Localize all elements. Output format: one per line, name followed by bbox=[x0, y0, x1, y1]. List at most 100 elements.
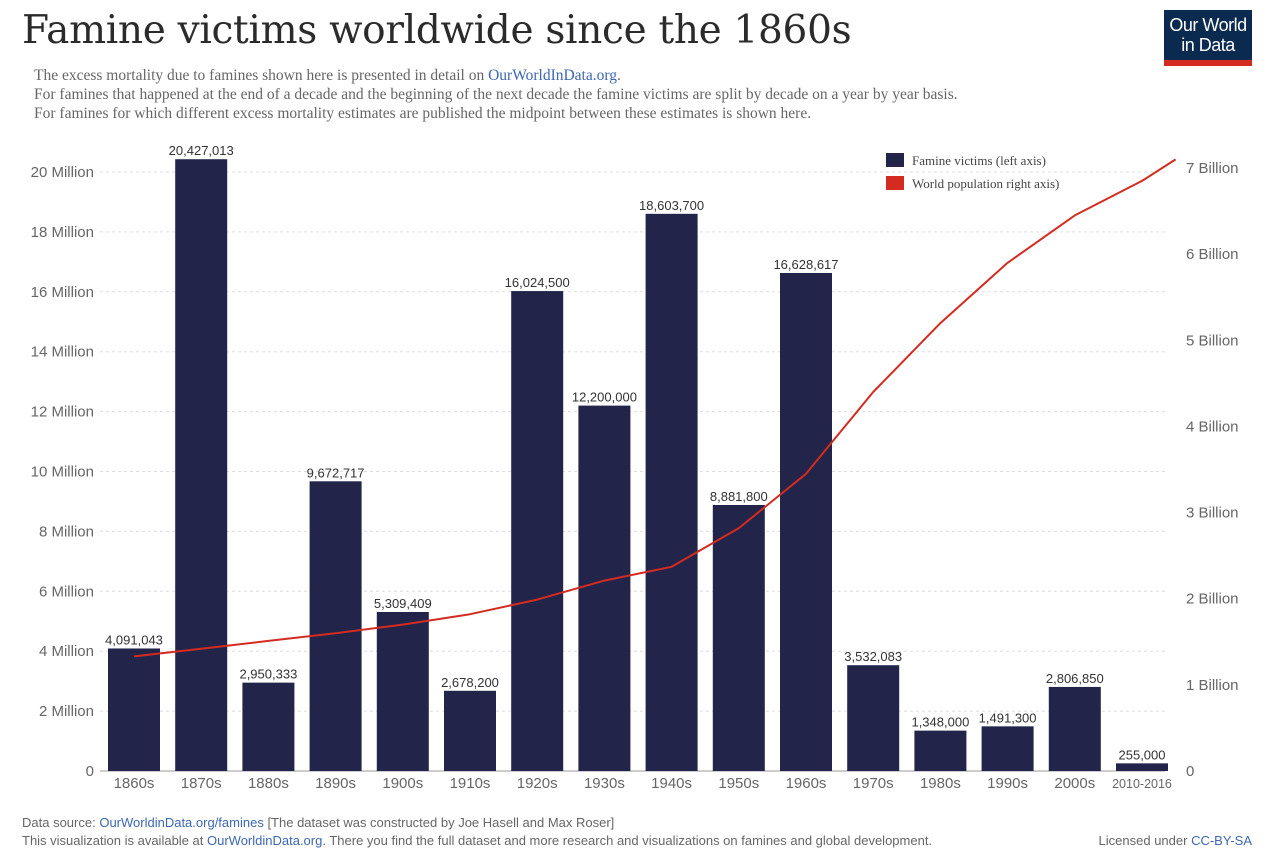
logo-line-2: in Data bbox=[1181, 35, 1235, 55]
bar bbox=[309, 481, 362, 771]
footer-license-link[interactable]: CC-BY-SA bbox=[1191, 833, 1252, 848]
right-axis-tick-label: 0 bbox=[1186, 763, 1194, 780]
x-axis-ticks: 1860s 1870s 1880s 1890s 1900s 1910s 1920s 1930s… bbox=[114, 775, 1172, 792]
legend-label: Famine victims (left axis) bbox=[912, 153, 1046, 168]
right-axis-tick-label: 1 Billion bbox=[1186, 677, 1239, 694]
bar-data-label: 5,309,409 bbox=[374, 596, 432, 611]
left-axis-tick-label: 20 Million bbox=[31, 164, 94, 181]
bar bbox=[847, 665, 900, 771]
left-axis-tick-label: 0 bbox=[86, 763, 94, 780]
x-axis-tick-label: 1990s bbox=[987, 775, 1028, 792]
x-axis-tick-label: 1910s bbox=[450, 775, 491, 792]
footer-license-prefix: Licensed under bbox=[1098, 833, 1192, 848]
legend: Famine victims (left axis) World populati… bbox=[886, 153, 1059, 191]
chart-title: Famine victims worldwide since the 1860s bbox=[22, 8, 852, 53]
bar-data-label: 16,024,500 bbox=[505, 275, 570, 290]
footer-available-link[interactable]: OurWorldinData.org bbox=[206, 833, 323, 848]
bar-data-label: 8,881,800 bbox=[710, 489, 768, 504]
bar bbox=[578, 405, 631, 771]
legend-label: World population right axis) bbox=[912, 176, 1059, 191]
bar bbox=[511, 291, 564, 771]
x-axis-tick-label: 1900s bbox=[382, 775, 423, 792]
x-axis-tick-label: 1890s bbox=[315, 775, 356, 792]
legend-swatch bbox=[886, 176, 904, 190]
footer-available-line: This visualization is available at OurWo… bbox=[22, 832, 932, 850]
left-axis-tick-label: 8 Million bbox=[39, 523, 94, 540]
right-axis-tick-label: 2 Billion bbox=[1186, 591, 1239, 608]
bar bbox=[242, 682, 295, 771]
bar bbox=[1116, 763, 1168, 771]
bar-data-label: 2,806,850 bbox=[1046, 671, 1104, 686]
x-axis-tick-label: 1970s bbox=[853, 775, 894, 792]
bar bbox=[376, 611, 429, 771]
bar bbox=[981, 726, 1034, 771]
bar-data-label: 1,491,300 bbox=[979, 710, 1037, 725]
bar-data-label: 9,672,717 bbox=[307, 465, 365, 480]
left-axis-tick-label: 6 Million bbox=[39, 583, 94, 600]
bar-data-label: 12,200,000 bbox=[572, 390, 637, 405]
population-line-series bbox=[133, 158, 1177, 658]
bar bbox=[712, 504, 765, 771]
footer-source-link[interactable]: OurWorldinData.org/famines bbox=[99, 815, 264, 830]
right-axis-tick-label: 6 Billion bbox=[1186, 246, 1239, 263]
bar-data-label: 2,678,200 bbox=[441, 675, 499, 690]
bar-data-label: 1,348,000 bbox=[911, 715, 969, 730]
subtitle-line-2: For famines that happened at the end of … bbox=[34, 86, 958, 103]
bar-data-label: 18,603,700 bbox=[639, 198, 704, 213]
left-axis-tick-label: 18 Million bbox=[31, 224, 94, 241]
x-axis-tick-label: 1870s bbox=[181, 775, 222, 792]
left-axis-tick-label: 2 Million bbox=[39, 703, 94, 720]
left-axis-tick-label: 14 Million bbox=[31, 344, 94, 361]
logo-accent-bar bbox=[1164, 60, 1252, 66]
x-axis-tick-label: 1980s bbox=[920, 775, 961, 792]
logo-line-1: Our World bbox=[1169, 15, 1247, 35]
bar bbox=[914, 730, 967, 771]
bar bbox=[780, 272, 832, 771]
population-line bbox=[133, 158, 1177, 658]
chart-subtitle: The excess mortality due to famines show… bbox=[34, 66, 958, 123]
right-axis-tick-label: 3 Billion bbox=[1186, 505, 1239, 522]
bar-data-label: 3,532,083 bbox=[844, 649, 902, 664]
chart-canvas: 0 2 Million 4 Million 6 Million 8 Million 10 … bbox=[31, 143, 1239, 792]
footer-source-suffix: [The dataset was constructed by Joe Hase… bbox=[263, 815, 615, 830]
footer-source-prefix: Data source: bbox=[22, 815, 100, 830]
bar-data-label: 255,000 bbox=[1119, 747, 1166, 762]
owid-logo[interactable]: Our World in Data bbox=[1164, 10, 1252, 66]
bar-value-labels: 4,091,043 20,427,013 2,950,333 9,672,717 5,3… bbox=[105, 143, 1165, 762]
bar bbox=[444, 690, 496, 771]
x-axis-tick-label: 1950s bbox=[718, 775, 759, 792]
footer-source-line: Data source: OurWorldinData.org/famines … bbox=[22, 814, 932, 832]
subtitle-line-1-end: . bbox=[617, 67, 621, 84]
x-axis-tick-label: 1940s bbox=[651, 775, 692, 792]
footer-source: Data source: OurWorldinData.org/famines … bbox=[22, 814, 932, 850]
x-axis-tick-label: 1920s bbox=[517, 775, 558, 792]
footer-available-prefix: This visualization is available at bbox=[22, 833, 207, 848]
subtitle-line-1: The excess mortality due to famines show… bbox=[34, 66, 958, 85]
legend-swatch bbox=[886, 153, 904, 167]
x-axis-tick-label: 1960s bbox=[786, 775, 827, 792]
footer-available-suffix: . There you find the full dataset and mo… bbox=[322, 833, 933, 848]
bar-data-label: 20,427,013 bbox=[169, 143, 234, 158]
bar bbox=[1048, 686, 1101, 771]
right-axis-tick-label: 7 Billion bbox=[1186, 160, 1239, 177]
right-axis-tick-label: 4 Billion bbox=[1186, 418, 1239, 435]
left-axis-tick-label: 16 Million bbox=[31, 284, 94, 301]
subtitle-owid-link[interactable]: OurWorldInData.org bbox=[488, 67, 617, 84]
right-axis-ticks: 0 1 Billion 2 Billion 3 Billion 4 Billion 5 B… bbox=[1186, 160, 1239, 780]
left-axis-tick-label: 4 Million bbox=[39, 643, 94, 660]
bar-data-label: 16,628,617 bbox=[773, 257, 838, 272]
x-axis-tick-label: 2000s bbox=[1054, 775, 1095, 792]
bar-series bbox=[108, 159, 1168, 772]
bar bbox=[645, 213, 698, 771]
subtitle-line-3: For famines for which different excess m… bbox=[34, 105, 812, 122]
right-axis-tick-label: 5 Billion bbox=[1186, 332, 1239, 349]
x-axis-tick-label: 1860s bbox=[114, 775, 155, 792]
bar-data-label: 2,950,333 bbox=[239, 667, 297, 682]
bar-data-label: 4,091,043 bbox=[105, 632, 163, 647]
left-axis-tick-label: 10 Million bbox=[31, 464, 94, 481]
x-axis-tick-label: 1930s bbox=[584, 775, 625, 792]
x-axis-tick-label: 1880s bbox=[248, 775, 289, 792]
x-axis-tick-label: 2010-2016 bbox=[1112, 777, 1172, 791]
subtitle-line-1-text: The excess mortality due to famines show… bbox=[34, 67, 489, 84]
left-axis-tick-label: 12 Million bbox=[31, 404, 94, 421]
